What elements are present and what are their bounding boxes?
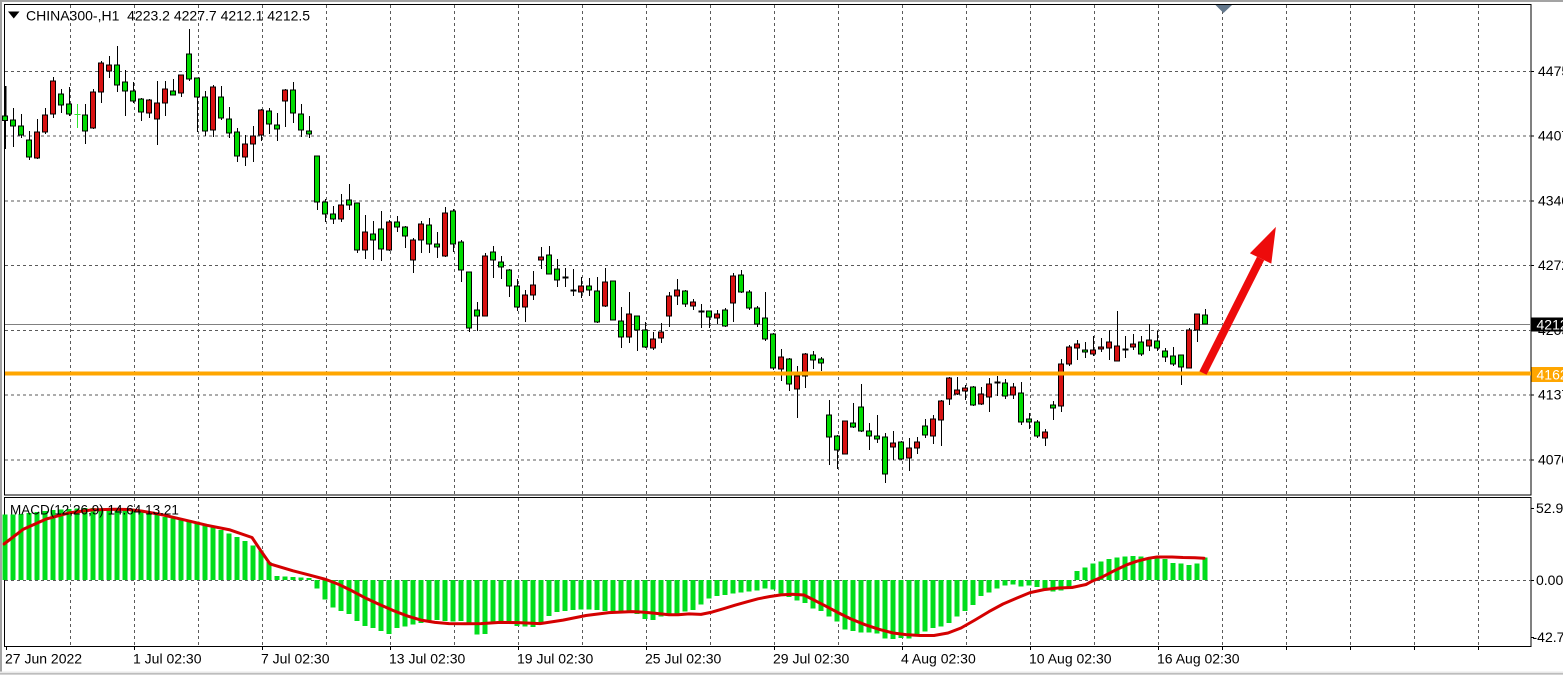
svg-text:27 Jun 2022: 27 Jun 2022 — [5, 651, 82, 667]
svg-text:4212: 4212 — [1537, 317, 1563, 333]
svg-text:4272: 4272 — [1538, 257, 1563, 273]
svg-text:16 Aug 02:30: 16 Aug 02:30 — [1157, 651, 1240, 667]
svg-text:52.96: 52.96 — [1536, 500, 1563, 516]
svg-text:19 Jul 02:30: 19 Jul 02:30 — [517, 651, 593, 667]
svg-text:25 Jul 02:30: 25 Jul 02:30 — [645, 651, 721, 667]
svg-text:4162: 4162 — [1537, 367, 1563, 383]
svg-text:13 Jul 02:30: 13 Jul 02:30 — [389, 651, 465, 667]
svg-text:4137: 4137 — [1538, 387, 1563, 403]
svg-text:CHINA300-,H1 4223.2 4227.7 42: CHINA300-,H1 4223.2 4227.7 4212.1 4212.5 — [26, 8, 310, 24]
svg-text:4 Aug 02:30: 4 Aug 02:30 — [901, 651, 976, 667]
svg-text:4340: 4340 — [1538, 193, 1563, 209]
svg-text:1 Jul 02:30: 1 Jul 02:30 — [133, 651, 202, 667]
svg-text:4407: 4407 — [1538, 128, 1563, 144]
svg-text:4070: 4070 — [1538, 452, 1563, 468]
svg-text:0.0000: 0.0000 — [1536, 572, 1563, 588]
svg-text:7 Jul 02:30: 7 Jul 02:30 — [261, 651, 330, 667]
svg-text:10 Aug 02:30: 10 Aug 02:30 — [1029, 651, 1112, 667]
svg-text:29 Jul 02:30: 29 Jul 02:30 — [773, 651, 849, 667]
svg-text:4475: 4475 — [1538, 63, 1563, 79]
svg-text:MACD(12,26,9) 14.64 13.21: MACD(12,26,9) 14.64 13.21 — [10, 503, 179, 518]
svg-text:-42.75: -42.75 — [1533, 629, 1563, 645]
